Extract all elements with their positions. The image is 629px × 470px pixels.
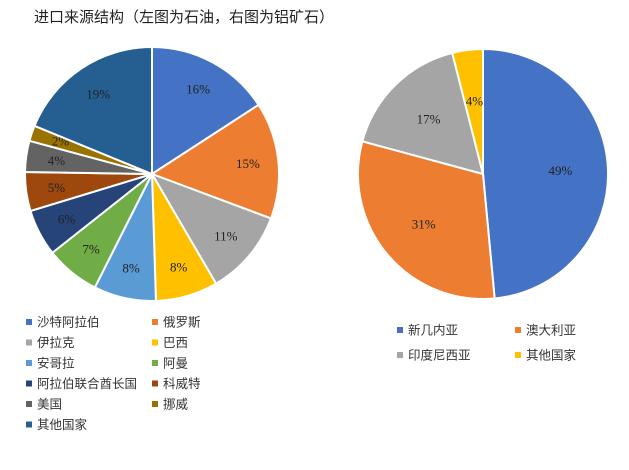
legend-label: 伊拉克 [37,335,75,350]
legend-label: 科威特 [163,376,201,391]
data-label: 31% [412,216,436,231]
legend-swatch [152,401,158,407]
legend-label: 巴西 [163,335,188,350]
data-label: 15% [236,156,260,171]
pie-slice-3 [361,51,485,176]
legend-swatch [152,339,158,346]
legend-swatch [152,360,158,366]
pie-chart-1: 16%15%11%8%8%7%6%5%4%2%19% [24,45,280,302]
pie-slice-1 [151,45,260,176]
data-label: 7% [82,241,100,256]
data-label: 17% [417,111,441,126]
data-label: 11% [214,229,238,244]
legend-label: 印度尼西亚 [408,348,471,363]
legend-label: 挪威 [163,397,189,412]
legend-swatch [515,327,521,333]
legend-label: 安哥拉 [37,356,75,371]
pie-slice-2 [357,140,496,300]
data-label: 19% [86,86,110,101]
legend-label: 其他国家 [37,417,88,432]
data-label: 5% [48,180,66,195]
pie-slice-3 [149,172,273,286]
legend-swatch [26,401,32,407]
data-label: 8% [122,261,140,276]
data-label: 8% [170,259,188,274]
pie-slice-1 [482,47,610,300]
legend-swatch [26,421,32,428]
legend-label: 新几内亚 [408,323,458,338]
legend-swatch [26,339,32,346]
data-label: 49% [548,163,572,178]
legend-swatch [515,352,521,358]
legend-label: 澳大利亚 [526,323,576,338]
data-label: 6% [58,211,76,226]
legend-swatch [152,380,158,387]
pie-slice-11 [33,45,153,176]
legend-swatch [26,360,32,366]
legend-swatch [397,352,403,358]
legend-label: 其他国家 [526,348,577,363]
legend-swatch [26,319,32,325]
pie-chart-2: 49% 31% 17% 4% [357,47,610,300]
legend-label: 沙特阿拉伯 [37,315,100,330]
legend-label: 俄罗斯 [163,315,201,330]
data-label: 4% [466,94,484,109]
pie-slice-4 [451,47,484,175]
legend-label: 美国 [37,397,62,412]
data-label: 16% [186,82,210,97]
legend-label: 阿拉伯联合酋长国 [37,376,137,391]
legend-swatch [152,319,158,325]
legend-label: 阿曼 [163,356,188,371]
data-label: 4% [48,153,66,168]
legend-swatch [26,380,32,387]
pie-slice-2 [149,103,280,220]
legend-swatch [397,327,403,333]
page-title: 进口来源结构（左图为石油，右图为铝矿石） [34,8,335,26]
